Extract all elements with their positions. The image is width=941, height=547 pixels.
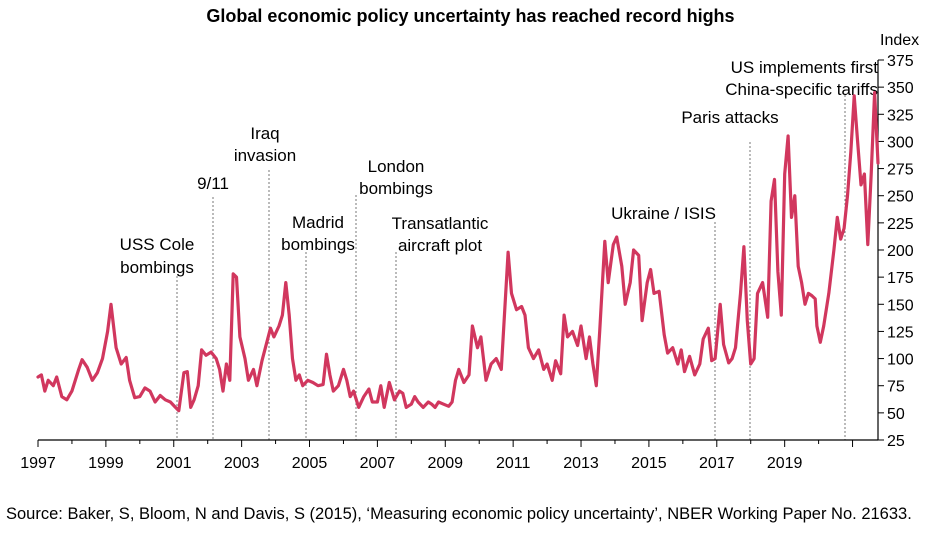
y-tick-label: 300 [887, 134, 914, 151]
annotation-label: bombings [120, 258, 194, 277]
x-tick-label: 2005 [292, 455, 328, 472]
chart-title: Global economic policy uncertainty has r… [206, 6, 735, 26]
y-tick-label: 100 [887, 352, 914, 369]
x-tick-label: 1997 [20, 455, 56, 472]
y-tick-label: 25 [887, 433, 905, 450]
x-tick-label: 2015 [631, 455, 667, 472]
y-tick-label: 375 [887, 53, 914, 70]
y-tick-label: 200 [887, 243, 914, 260]
x-tick-label: 2017 [699, 455, 735, 472]
annotation-label: Madrid [292, 213, 344, 232]
annotation-layer: USS Cole bombings 9/11 Iraq invasion Madrid bo… [120, 58, 879, 440]
annotation-label: bombings [281, 235, 355, 254]
annotation-label: aircraft plot [398, 236, 482, 255]
y-tick-label: 250 [887, 189, 914, 206]
x-tick-label: 1999 [88, 455, 124, 472]
series-layer [36, 91, 880, 413]
y-tick-label: 350 [887, 80, 914, 97]
annotation-label: China-specific tariffs [725, 80, 878, 99]
annotation-label: USS Cole [120, 235, 195, 254]
x-tick-label: 2007 [360, 455, 396, 472]
x-tick-label: 2009 [427, 455, 463, 472]
annotation-label: Iraq [250, 124, 279, 143]
annotation-label: invasion [234, 146, 296, 165]
source-note: Source: Baker, S, Bloom, N and Davis, S … [6, 505, 912, 523]
x-tick-label: 2011 [496, 455, 531, 472]
annotation-label: 9/11 [197, 174, 229, 193]
annotation-label: Transatlantic [392, 214, 489, 233]
annotation-label: London [368, 157, 425, 176]
y-axis-label: Index [880, 32, 919, 49]
y-tick-label: 75 [887, 379, 905, 396]
series-line [36, 91, 880, 413]
annotation-label: bombings [359, 179, 433, 198]
annotation-label: US implements first [731, 58, 879, 77]
annotation-label: Ukraine / ISIS [611, 204, 716, 223]
y-tick-label: 175 [887, 270, 914, 287]
x-tick-label: 2003 [224, 455, 260, 472]
x-tick-label: 2019 [767, 455, 803, 472]
y-tick-label: 225 [887, 216, 914, 233]
x-tick-label: 2001 [156, 455, 192, 472]
x-tick-label: 2013 [563, 455, 599, 472]
axis-layer: 1997 1999 2001 2003 2005 2007 2009 2011 2013 2015… [20, 32, 919, 472]
y-tick-label: 150 [887, 297, 914, 314]
y-tick-label: 50 [887, 406, 905, 423]
y-tick-label: 275 [887, 162, 914, 179]
y-tick-label: 125 [887, 324, 914, 341]
y-tick-label: 325 [887, 107, 914, 124]
annotation-label: Paris attacks [681, 108, 778, 127]
